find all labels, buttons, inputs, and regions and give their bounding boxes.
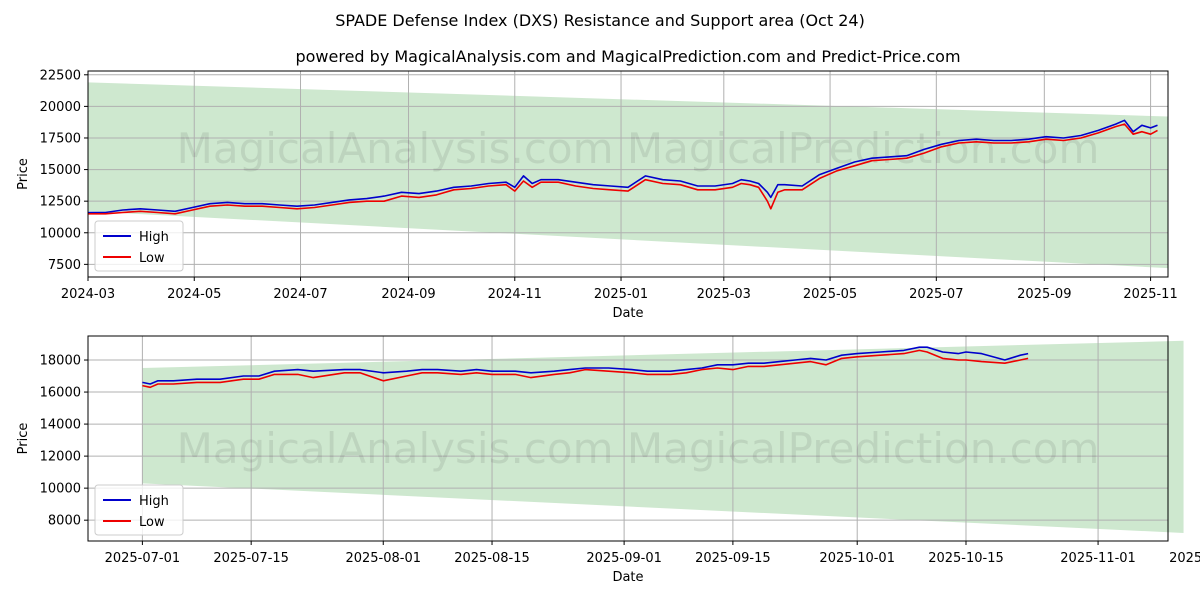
y-tick-label: 8000 bbox=[48, 514, 81, 529]
y-tick-label: 17500 bbox=[40, 131, 81, 146]
y-tick-label: 20000 bbox=[40, 100, 81, 115]
y-tick-label: 10000 bbox=[40, 226, 81, 241]
chart-subtitle: powered by MagicalAnalysis.com and Magic… bbox=[295, 47, 960, 66]
y-tick-label: 12000 bbox=[40, 450, 81, 465]
x-tick-label: 2024-11 bbox=[488, 287, 542, 302]
axes-frame bbox=[87, 70, 1169, 278]
x-tick-label: 2025-01 bbox=[594, 287, 648, 302]
support-resistance-band bbox=[88, 82, 1168, 269]
legend-label-low: Low bbox=[139, 251, 165, 266]
y-tick-label: 22500 bbox=[40, 68, 81, 83]
y-axis-label: Price bbox=[16, 158, 31, 190]
y-tick-label: 10000 bbox=[40, 482, 81, 497]
x-axis-label: Date bbox=[612, 570, 643, 585]
x-tick-label: 2025-11-01 bbox=[1060, 551, 1136, 566]
x-tick-label: 2024-05 bbox=[167, 287, 221, 302]
y-axis-label: Price bbox=[16, 423, 31, 455]
x-tick-label: 2025-11-15 bbox=[1169, 551, 1200, 566]
x-tick-label: 2025-09-01 bbox=[586, 551, 662, 566]
legend-label-low: Low bbox=[139, 515, 165, 530]
legend-label-high: High bbox=[139, 494, 169, 509]
legend-box bbox=[94, 484, 184, 536]
legend-box bbox=[94, 220, 184, 272]
bottom-chart: MagicalAnalysis.com MagicalPrediction.co… bbox=[16, 335, 1200, 585]
series-line-low bbox=[88, 123, 1158, 215]
x-tick-label: 2025-03 bbox=[697, 287, 751, 302]
chart-title: SPADE Defense Index (DXS) Resistance and… bbox=[335, 11, 865, 30]
x-tick-label: 2025-09-15 bbox=[695, 551, 771, 566]
y-tick-label: 12500 bbox=[40, 195, 81, 210]
y-tick-label: 15000 bbox=[40, 163, 81, 178]
series-line-low bbox=[142, 349, 1029, 389]
x-tick-label: 2025-10-15 bbox=[928, 551, 1004, 566]
x-axis-label: Date bbox=[612, 306, 643, 321]
y-tick-label: 18000 bbox=[40, 354, 81, 369]
x-tick-label: 2024-07 bbox=[273, 287, 327, 302]
y-tick-label: 14000 bbox=[40, 418, 81, 433]
x-tick-label: 2025-08-01 bbox=[345, 551, 421, 566]
watermark: MagicalAnalysis.com MagicalPrediction.co… bbox=[177, 424, 1100, 473]
axes-frame bbox=[87, 335, 1169, 542]
x-tick-label: 2025-08-15 bbox=[454, 551, 530, 566]
x-tick-label: 2025-05 bbox=[803, 287, 857, 302]
x-tick-label: 2025-10-01 bbox=[819, 551, 895, 566]
x-tick-label: 2025-11 bbox=[1123, 287, 1177, 302]
x-tick-label: 2024-03 bbox=[61, 287, 115, 302]
x-tick-label: 2025-07 bbox=[909, 287, 963, 302]
x-tick-label: 2025-07-15 bbox=[213, 551, 289, 566]
y-tick-label: 7500 bbox=[48, 258, 81, 273]
watermark: MagicalAnalysis.com MagicalPrediction.co… bbox=[177, 124, 1100, 173]
x-tick-label: 2024-09 bbox=[381, 287, 435, 302]
x-tick-label: 2025-07-01 bbox=[105, 551, 181, 566]
support-resistance-band bbox=[142, 340, 1184, 533]
series-line-high bbox=[88, 119, 1158, 214]
legend-label-high: High bbox=[139, 230, 169, 245]
top-chart: MagicalAnalysis.com MagicalPrediction.co… bbox=[16, 68, 1178, 321]
x-tick-label: 2025-09 bbox=[1017, 287, 1071, 302]
series-line-high bbox=[142, 346, 1029, 385]
y-tick-label: 16000 bbox=[40, 386, 81, 401]
